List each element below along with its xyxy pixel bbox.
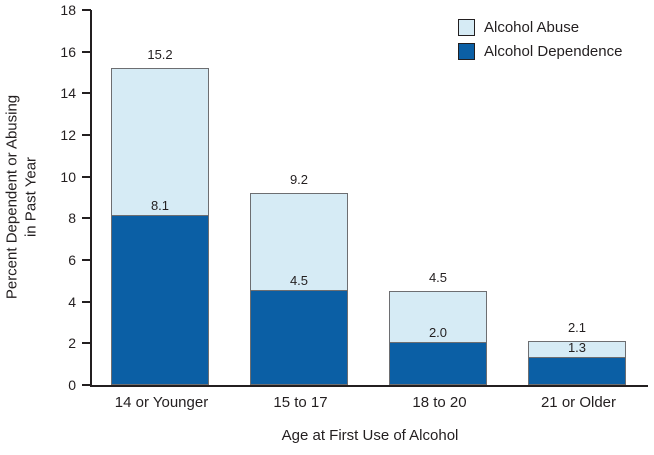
category-label-15-to-17: 15 to 17: [273, 394, 328, 411]
y-axis-tick-label: 4: [68, 293, 76, 310]
y-axis-tick: [82, 50, 91, 53]
total-value-label: 4.5: [428, 270, 448, 285]
dependence-value-label: 1.3: [567, 340, 587, 355]
legend-item: Alcohol Dependence: [458, 43, 622, 60]
plot-area: 0 2 4 6 8 10 12 14 16 18 8.1 15.2 4.5 9.2 2.0 4.5 1.3 2.1: [60, 3, 648, 392]
category-label-21-or-older: 21 or Older: [540, 394, 617, 411]
total-value-label: 2.1: [567, 320, 587, 335]
dependence-value-label: 2.0: [428, 325, 448, 340]
y-axis-tick-label: 16: [60, 43, 76, 60]
bar-18-to-20: 2.0: [389, 291, 487, 385]
legend-item: Alcohol Abuse: [458, 19, 622, 36]
legend-label: Alcohol Abuse: [484, 19, 580, 36]
x-axis-category-labels: 14 or Younger 15 to 17 18 to 20 21 or Older: [92, 394, 648, 414]
legend-swatch-icon: [458, 43, 475, 60]
legend-swatch-icon: [458, 19, 475, 36]
bar-segment-alcohol-dependence: [251, 290, 347, 384]
y-axis-tick: [82, 342, 91, 345]
bar-21-or-older: 1.3: [528, 340, 626, 385]
total-value-label: 9.2: [289, 172, 309, 187]
y-axis-tick: [82, 134, 91, 136]
y-axis-tick: [82, 9, 91, 11]
y-axis-tick-label: 10: [60, 168, 76, 185]
bar-segment-alcohol-dependence: [390, 342, 486, 384]
y-axis-tick-label: 2: [68, 335, 76, 352]
x-axis-title: Age at First Use of Alcohol: [281, 427, 459, 444]
y-axis-tick: [82, 300, 91, 303]
y-axis-tick: [82, 92, 91, 95]
y-axis-tick-label: 12: [60, 127, 76, 143]
y-axis-tick: [82, 217, 91, 220]
bar-segment-alcohol-dependence: [529, 357, 625, 384]
y-axis-tick-label: 0: [68, 377, 76, 393]
bar-14-or-younger: 8.1: [111, 68, 209, 385]
legend-label: Alcohol Dependence: [484, 43, 623, 60]
y-axis-title: Percent Dependent or Abusing in Past Yea…: [3, 95, 41, 299]
dependence-value-label: 8.1: [150, 198, 170, 213]
y-axis-tick-label: 6: [68, 252, 76, 268]
total-value-label: 15.2: [147, 47, 173, 62]
y-axis-tick-label: 18: [60, 2, 76, 18]
bar-15-to-17: 4.5: [250, 193, 348, 385]
legend: Alcohol Abuse Alcohol Dependence: [458, 19, 622, 67]
bar-segment-alcohol-dependence: [112, 215, 208, 384]
category-label-14-or-younger: 14 or Younger: [114, 394, 209, 411]
y-axis-title-line2: in Past Year: [22, 156, 39, 238]
y-axis-tick: [82, 175, 91, 178]
y-axis-tick-label: 14: [60, 85, 76, 102]
dependence-value-label: 4.5: [289, 273, 309, 288]
y-axis-tick-label: 8: [68, 210, 76, 227]
y-axis-tick: [82, 259, 91, 261]
y-axis-tick: [82, 384, 91, 386]
y-axis-title-line1: Percent Dependent or Abusing: [3, 94, 21, 300]
category-label-18-to-20: 18 to 20: [412, 394, 467, 411]
